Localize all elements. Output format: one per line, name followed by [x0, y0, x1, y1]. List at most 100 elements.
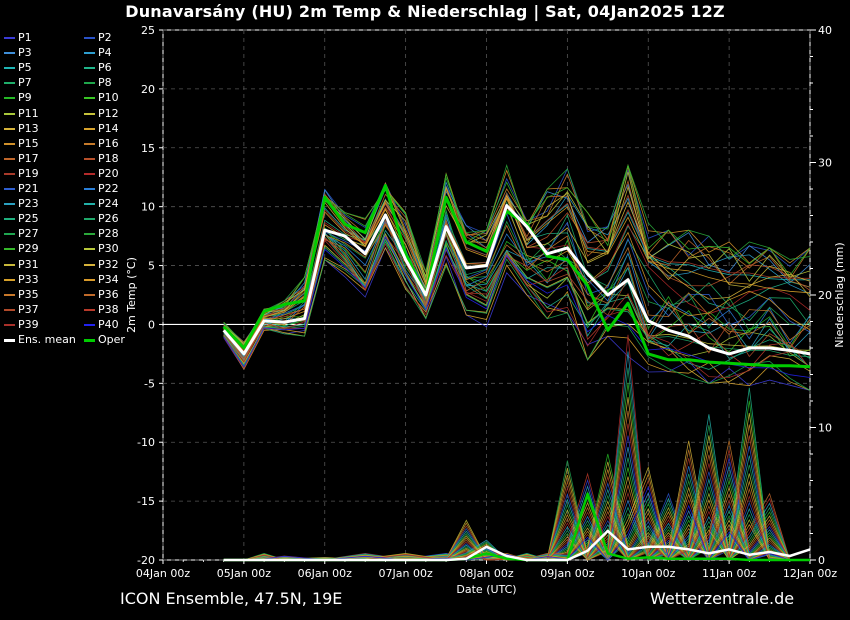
- legend-item-p26: P26: [84, 213, 119, 225]
- legend-swatch: [84, 97, 95, 100]
- legend-swatch: [4, 142, 15, 145]
- legend-label: P39: [18, 317, 39, 331]
- legend-item-p11: P11: [4, 106, 39, 120]
- legend-label: P36: [98, 287, 119, 301]
- legend-swatch: [84, 188, 95, 190]
- x-tick-label: 10Jan 00z: [621, 567, 675, 580]
- legend-label: P30: [98, 242, 119, 256]
- legend-item-p31: P31: [4, 257, 39, 271]
- legend-label: P17: [18, 151, 39, 165]
- legend-swatch: [84, 323, 95, 326]
- legend-label: P33: [18, 272, 39, 286]
- legend-item-p16: P16: [84, 136, 119, 150]
- legend-label: Ens. mean: [18, 333, 76, 346]
- temp-member-line: [223, 232, 811, 365]
- legend-item-p22: P22: [84, 183, 119, 195]
- y-tick-label: 15: [141, 142, 155, 155]
- legend-swatch: [84, 172, 95, 175]
- legend-label: P22: [98, 182, 119, 195]
- legend-item-p40: P40: [84, 317, 119, 331]
- temp-member-line: [223, 238, 811, 391]
- precip-mean-line: [223, 529, 811, 562]
- x-tick-label: 12Jan 00z: [783, 567, 837, 580]
- legend-swatch: [84, 248, 95, 251]
- legend-swatch: [4, 188, 15, 190]
- legend-item-p37: P37: [4, 302, 39, 316]
- x-tick-label: 04Jan 00z: [136, 567, 190, 580]
- legend-item-p20: P20: [84, 167, 119, 180]
- y-tick-label: 5: [148, 260, 155, 273]
- legend-label: P40: [98, 317, 119, 331]
- legend-item-p10: P10: [84, 92, 119, 104]
- legend-item-ens-mean: Ens. mean: [4, 334, 76, 346]
- y-tick-label: -20: [137, 554, 155, 567]
- legend-swatch: [84, 218, 95, 221]
- legend-swatch: [4, 248, 15, 251]
- legend-item-p33: P33: [4, 272, 39, 286]
- legend-item-p15: P15: [4, 136, 39, 150]
- legend-item-p1: P1: [4, 32, 32, 44]
- legend-item-p13: P13: [4, 122, 39, 135]
- legend-item-p32: P32: [84, 257, 119, 271]
- legend-label: P29: [18, 242, 39, 256]
- legend-item-p30: P30: [84, 243, 119, 255]
- legend-label: P26: [98, 212, 119, 226]
- legend-label: P15: [18, 136, 39, 150]
- legend-item-p17: P17: [4, 151, 39, 165]
- legend-swatch: [4, 82, 15, 85]
- legend-label: P37: [18, 302, 39, 316]
- legend-swatch: [4, 218, 15, 221]
- y2-axis-label: Niederschlag (mm): [833, 242, 846, 347]
- legend-swatch: [4, 112, 15, 115]
- legend-swatch: [84, 338, 95, 342]
- legend-label: P7: [18, 76, 32, 90]
- legend-label: P16: [98, 136, 119, 150]
- legend-label: P4: [98, 46, 112, 60]
- legend-item-p35: P35: [4, 288, 39, 301]
- legend-label: P31: [18, 257, 39, 271]
- temp-member-line: [223, 239, 811, 378]
- legend-swatch: [84, 233, 95, 236]
- legend-item-p14: P14: [84, 122, 119, 135]
- legend-swatch: [4, 278, 15, 281]
- legend-label: P19: [18, 166, 39, 180]
- x-tick-label: 11Jan 00z: [702, 567, 756, 580]
- legend-swatch: [4, 263, 15, 266]
- legend-label: P12: [98, 106, 119, 120]
- legend-item-p34: P34: [84, 273, 119, 286]
- legend-swatch: [84, 67, 95, 70]
- x-tick-label: 06Jan 00z: [298, 567, 352, 580]
- y2-tick-label: 30: [818, 157, 832, 170]
- legend-swatch: [84, 37, 95, 39]
- legend-swatch: [84, 157, 95, 160]
- legend-swatch: [4, 127, 15, 130]
- temp-member-line: [223, 234, 811, 367]
- legend-swatch: [4, 203, 15, 206]
- x-tick-label: 09Jan 00z: [540, 567, 594, 580]
- legend-label: P5: [18, 61, 32, 75]
- legend-swatch: [84, 203, 95, 206]
- legend-label: P1: [18, 31, 32, 44]
- legend-swatch: [84, 82, 95, 85]
- model-label: ICON Ensemble, 47.5N, 19E: [120, 589, 343, 608]
- legend-item-p19: P19: [4, 166, 39, 180]
- legend-label: P6: [98, 61, 112, 75]
- legend-label: P32: [98, 257, 119, 271]
- y2-tick-label: 20: [818, 289, 832, 302]
- legend-label: P10: [98, 91, 119, 105]
- legend-swatch: [4, 157, 15, 160]
- legend-item-oper: Oper: [84, 334, 125, 346]
- legend-label: P11: [18, 106, 39, 120]
- legend-item-p28: P28: [84, 228, 119, 240]
- legend-item-p18: P18: [84, 152, 119, 165]
- legend-swatch: [4, 97, 15, 100]
- legend-label: P27: [18, 227, 39, 241]
- legend-item-p29: P29: [4, 243, 39, 255]
- legend-item-p12: P12: [84, 106, 119, 120]
- legend-item-p9: P9: [4, 92, 32, 104]
- legend-item-p27: P27: [4, 228, 39, 240]
- legend-item-p3: P3: [4, 47, 32, 59]
- legend-swatch: [84, 263, 95, 266]
- legend-item-p6: P6: [84, 62, 112, 74]
- y-tick-label: -5: [144, 377, 155, 390]
